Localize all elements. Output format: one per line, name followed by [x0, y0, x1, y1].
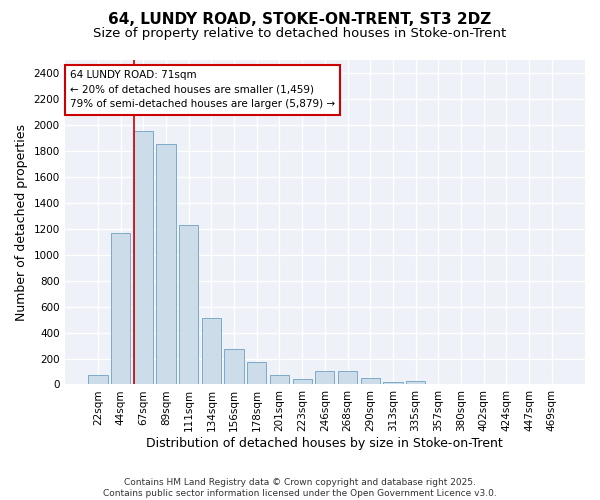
Text: 64, LUNDY ROAD, STOKE-ON-TRENT, ST3 2DZ: 64, LUNDY ROAD, STOKE-ON-TRENT, ST3 2DZ: [109, 12, 491, 28]
Bar: [383, 382, 403, 384]
Bar: [202, 318, 221, 384]
Bar: [134, 132, 153, 384]
Bar: [88, 374, 107, 384]
Bar: [338, 372, 357, 384]
Bar: [179, 225, 199, 384]
Bar: [315, 372, 334, 384]
X-axis label: Distribution of detached houses by size in Stoke-on-Trent: Distribution of detached houses by size …: [146, 437, 503, 450]
Bar: [293, 380, 312, 384]
Bar: [361, 378, 380, 384]
Bar: [224, 350, 244, 384]
Bar: [270, 374, 289, 384]
Bar: [111, 232, 130, 384]
Text: Size of property relative to detached houses in Stoke-on-Trent: Size of property relative to detached ho…: [94, 28, 506, 40]
Bar: [247, 362, 266, 384]
Bar: [406, 381, 425, 384]
Bar: [157, 144, 176, 384]
Text: 64 LUNDY ROAD: 71sqm
← 20% of detached houses are smaller (1,459)
79% of semi-de: 64 LUNDY ROAD: 71sqm ← 20% of detached h…: [70, 70, 335, 110]
Y-axis label: Number of detached properties: Number of detached properties: [15, 124, 28, 320]
Text: Contains HM Land Registry data © Crown copyright and database right 2025.
Contai: Contains HM Land Registry data © Crown c…: [103, 478, 497, 498]
